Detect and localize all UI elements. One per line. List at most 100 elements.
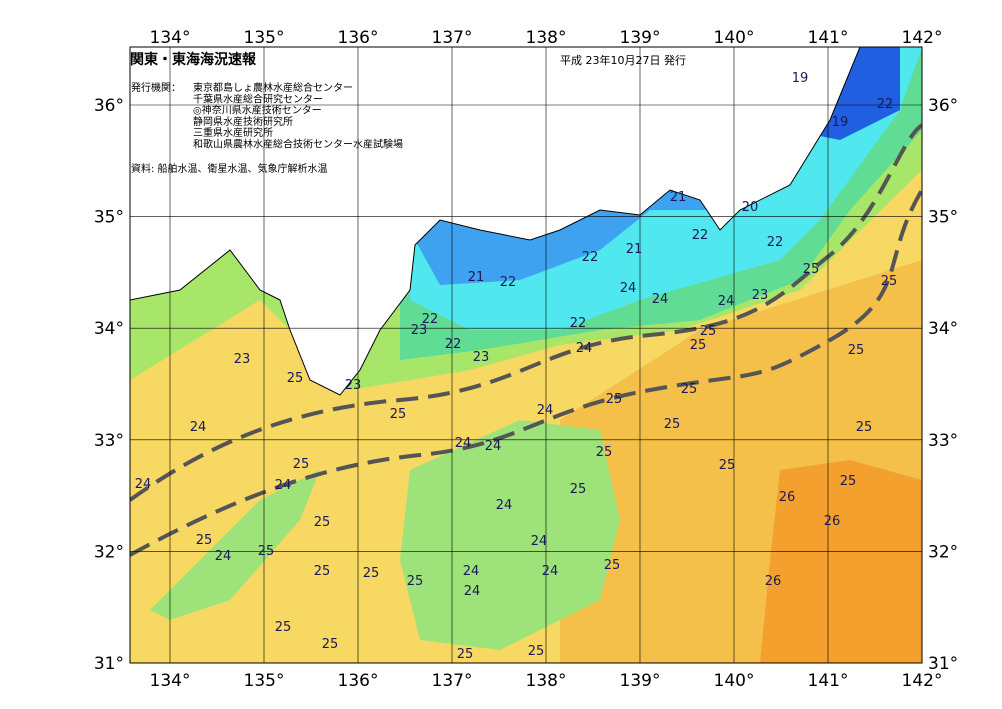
x-tick-label: 142°	[902, 671, 943, 691]
contour-label: 23	[411, 323, 428, 338]
x-tick-label: 137°	[432, 28, 473, 48]
contour-label: 24	[190, 420, 207, 435]
contour-label: 25	[719, 458, 736, 473]
x-tick-label: 134°	[150, 671, 191, 691]
contour-label: 25	[604, 558, 621, 573]
y-tick-label: 36°	[94, 96, 124, 116]
contour-label: 24	[135, 477, 152, 492]
x-tick-label: 142°	[902, 28, 943, 48]
x-tick-label: 139°	[620, 671, 661, 691]
y-tick-label: 33°	[928, 431, 958, 451]
contour-label: 22	[767, 235, 784, 250]
contour-label: 25	[314, 564, 331, 579]
x-tick-label: 140°	[714, 28, 755, 48]
contour-label: 25	[258, 544, 275, 559]
contour-label: 26	[824, 514, 841, 529]
contour-label: 23	[473, 350, 490, 365]
contour-label: 24	[455, 436, 472, 451]
y-tick-label: 35°	[928, 208, 958, 228]
contour-label: 19	[832, 115, 849, 130]
contour-label: 19	[792, 71, 809, 86]
kuroshio-line	[130, 123, 922, 502]
contour-label: 25	[803, 262, 820, 277]
contour-label: 23	[345, 378, 362, 393]
contour-label: 24	[463, 564, 480, 579]
x-tick-label: 137°	[432, 671, 473, 691]
contour-label: 26	[765, 574, 782, 589]
x-tick-label: 141°	[808, 28, 849, 48]
issue-date: 平成 23年10月27日 発行	[560, 53, 686, 67]
zone-orange	[760, 460, 922, 663]
contour-label: 22	[445, 337, 462, 352]
contour-label: 22	[877, 97, 894, 112]
contour-label: 24	[542, 564, 559, 579]
contour-label: 25	[700, 324, 717, 339]
kuroshio-line	[130, 188, 922, 557]
zone-green	[400, 420, 620, 650]
x-tick-label: 136°	[338, 671, 379, 691]
contour-label: 25	[528, 644, 545, 659]
contour-label: 24	[485, 439, 502, 454]
contour-label: 25	[606, 392, 623, 407]
x-tick-label: 136°	[338, 28, 379, 48]
x-tick-label: 135°	[244, 28, 285, 48]
contour-label: 25	[681, 382, 698, 397]
x-tick-label: 134°	[150, 28, 191, 48]
contour-label: 25	[390, 407, 407, 422]
y-tick-label: 33°	[94, 431, 124, 451]
contour-label: 24	[275, 478, 292, 493]
contour-label: 25	[457, 647, 474, 662]
issuer: 東京都島しょ農林水産総合センター	[193, 81, 353, 94]
x-tick-label: 138°	[526, 671, 567, 691]
issuer: 千葉県水産総合研究センター	[193, 92, 323, 105]
contour-label: 24	[496, 498, 513, 513]
contour-label: 22	[570, 316, 587, 331]
contour-label: 26	[779, 490, 796, 505]
contour-label: 25	[690, 338, 707, 353]
contour-label: 25	[363, 566, 380, 581]
issuer: 三重県水産研究所	[193, 126, 273, 139]
contour-label: 25	[596, 445, 613, 460]
contour-label: 25	[314, 515, 331, 530]
contour-label: 25	[848, 343, 865, 358]
contour-label: 25	[407, 574, 424, 589]
contour-label: 21	[626, 242, 643, 257]
contour-label: 22	[500, 275, 517, 290]
issuer: 和歌山県農林水産総合技術センター水産試験場	[193, 138, 403, 151]
title: 関東・東海海況速報	[130, 51, 257, 68]
x-tick-label: 140°	[714, 671, 755, 691]
contour-label: 23	[234, 352, 251, 367]
y-tick-label: 34°	[94, 319, 124, 339]
contour-label: 25	[322, 637, 339, 652]
contour-label: 21	[468, 270, 485, 285]
contour-label: 25	[293, 457, 310, 472]
y-tick-label: 32°	[928, 542, 958, 562]
contour-label: 25	[570, 482, 587, 497]
sea-surface	[130, 47, 922, 663]
y-tick-label: 31°	[94, 654, 124, 674]
y-tick-label: 36°	[928, 96, 958, 116]
contour-label: 23	[752, 288, 769, 303]
contour-label: 24	[576, 341, 593, 356]
issuer: ◎神奈川県水産技術センター	[193, 104, 322, 117]
contour-label: 25	[287, 371, 304, 386]
contour-label: 24	[531, 534, 548, 549]
x-tick-label: 135°	[244, 671, 285, 691]
y-tick-label: 32°	[94, 542, 124, 562]
contour-label: 22	[692, 228, 709, 243]
issuer: 静岡県水産技術研究所	[193, 115, 293, 128]
issuers-label: 発行機関：	[131, 81, 181, 94]
contour-label: 25	[856, 420, 873, 435]
contour-label: 24	[718, 294, 735, 309]
x-tick-label: 138°	[526, 28, 567, 48]
contour-label: 24	[215, 549, 232, 564]
y-tick-label: 31°	[928, 654, 958, 674]
y-tick-label: 34°	[928, 319, 958, 339]
contour-label: 25	[881, 274, 898, 289]
contour-label: 21	[670, 190, 687, 205]
contour-label: 24	[537, 403, 554, 418]
contour-label: 24	[620, 281, 637, 296]
zone-green	[150, 470, 320, 620]
contour-label: 24	[464, 584, 481, 599]
